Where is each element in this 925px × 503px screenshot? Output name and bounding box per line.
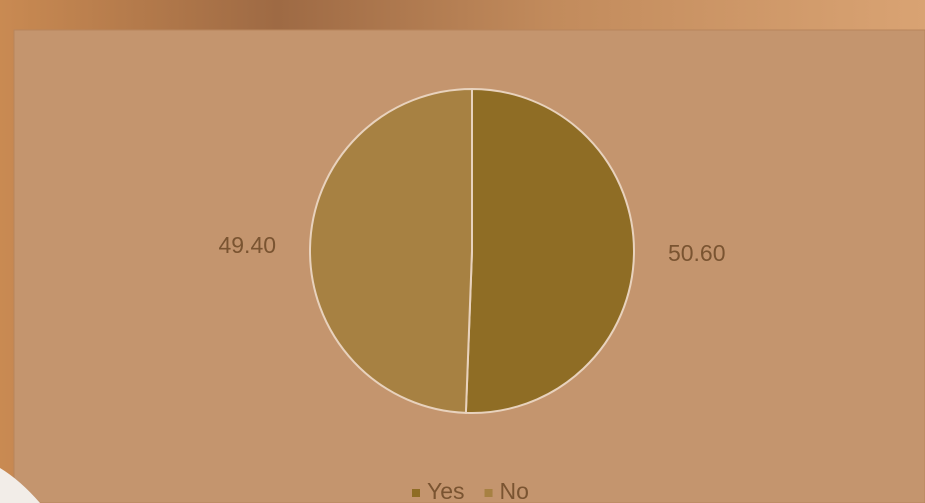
data-label: 49.40 <box>218 232 276 258</box>
legend-label: Yes <box>427 478 465 503</box>
page-corner <box>0 468 40 503</box>
pie-slice <box>309 87 473 414</box>
legend-label: No <box>500 478 529 503</box>
legend-swatch <box>484 489 493 497</box>
pie-slice <box>464 87 635 414</box>
legend-swatch <box>412 489 420 497</box>
data-label: 50.60 <box>668 240 726 266</box>
